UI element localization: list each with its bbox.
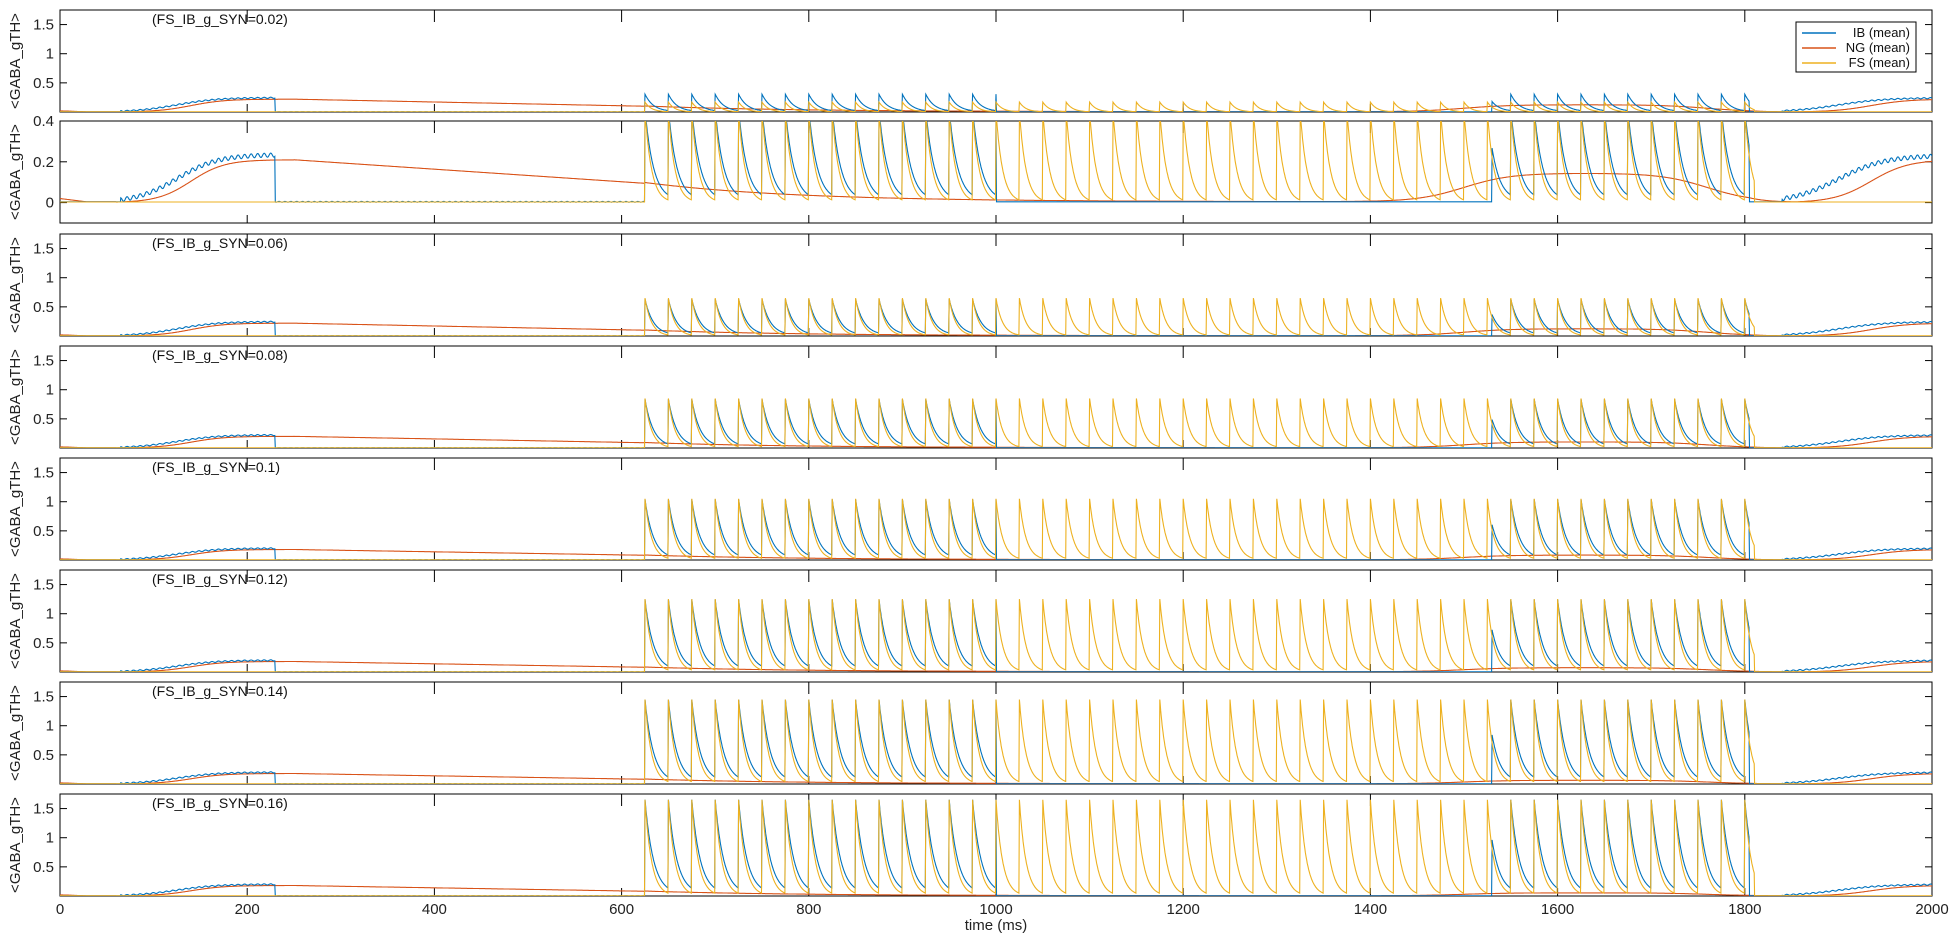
legend-label-ng: NG (mean)	[1846, 40, 1910, 55]
x-tick-label: 800	[796, 901, 821, 918]
y-tick-label: 1	[46, 270, 54, 287]
y-axis-label: <GABA_gTH>	[7, 797, 24, 893]
plot-area	[60, 398, 1932, 448]
y-tick-label: 1.5	[33, 689, 54, 706]
series-fs-line	[60, 297, 1932, 336]
panel-title: (FS_IB_g_SYN=0.1)	[152, 459, 280, 475]
panel-title: (FS_IB_g_SYN=0.08)	[152, 347, 288, 363]
y-tick-label: 1.5	[33, 801, 54, 818]
plot-area	[60, 599, 1932, 672]
panel-3: 0.5 1 1.5 <GABA_gTH> (FS_IB_g_SYN=0.06)	[7, 233, 1933, 337]
panel-5: 0.5 1 1.5 <GABA_gTH> (FS_IB_g_SYN=0.1)	[7, 457, 1933, 561]
y-tick-label: 0.5	[33, 75, 54, 92]
panel-title: (FS_IB_g_SYN=0.16)	[152, 795, 288, 811]
y-tick-label: 0.5	[33, 299, 54, 316]
y-axis-label: <GABA_gTH>	[7, 349, 24, 445]
panel-7: 0.5 1 1.5 <GABA_gTH> (FS_IB_g_SYN=0.14)	[7, 681, 1933, 785]
series-fs-line	[60, 799, 1932, 896]
x-axis: 0 200 400 600 800 1000 1200 1400 1600 1800 2000	[56, 901, 1949, 918]
y-tick-label: 0.5	[33, 523, 54, 540]
x-tick-label: 1400	[1354, 901, 1387, 918]
y-tick-label: 0.5	[33, 411, 54, 428]
x-tick-label: 200	[235, 901, 260, 918]
y-tick-label: 0.5	[33, 859, 54, 876]
series-fs-line	[60, 100, 1932, 112]
y-tick-label: 0.4	[33, 113, 54, 130]
y-tick-label: 1	[46, 830, 54, 847]
plot-area	[60, 498, 1932, 560]
plot-area	[60, 92, 1932, 112]
y-tick-label: 1.5	[33, 577, 54, 594]
y-axis-label: <GABA_gTH>	[7, 237, 24, 333]
panel-4: 0.5 1 1.5 <GABA_gTH> (FS_IB_g_SYN=0.08)	[7, 345, 1933, 449]
panel-title: (FS_IB_g_SYN=0.12)	[152, 571, 288, 587]
y-tick-label: 0.5	[33, 747, 54, 764]
y-tick-label: 1	[46, 606, 54, 623]
x-tick-label: 1200	[1167, 901, 1200, 918]
y-tick-label: 1	[46, 718, 54, 735]
y-tick-label: 1.5	[33, 353, 54, 370]
x-tick-label: 2000	[1915, 901, 1948, 918]
y-axis-label: <GABA_gTH>	[7, 124, 24, 220]
panel-8: 0.5 1 1.5 <GABA_gTH> (FS_IB_g_SYN=0.16)	[7, 793, 1933, 897]
legend-label-ib: IB (mean)	[1853, 25, 1910, 40]
legend-label-fs: FS (mean)	[1849, 55, 1910, 70]
y-tick-label: 1	[46, 494, 54, 511]
panels: 0.511.5<GABA_gTH> (FS_IB_g_SYN=0.02)00.20…	[7, 9, 1933, 897]
legend: IB (mean)NG (mean)FS (mean)	[1795, 21, 1917, 73]
x-axis-label: time (ms)	[965, 917, 1028, 934]
y-tick-label: 1.5	[33, 465, 54, 482]
y-axis-label: <GABA_gTH>	[7, 461, 24, 557]
y-tick-label: 0.5	[33, 635, 54, 652]
panel-6: 0.5 1 1.5 <GABA_gTH> (FS_IB_g_SYN=0.12)	[7, 569, 1933, 673]
y-tick-label: 1	[46, 382, 54, 399]
x-tick-label: 400	[422, 901, 447, 918]
y-tick-label: 1	[46, 46, 54, 63]
plot-area	[60, 121, 1932, 203]
x-tick-label: 0	[56, 901, 64, 918]
y-tick-label: 0	[46, 195, 54, 212]
x-tick-label: 600	[609, 901, 634, 918]
series-fs-line	[60, 699, 1932, 784]
panel-title: (FS_IB_g_SYN=0.14)	[152, 683, 288, 699]
plot-area	[60, 799, 1932, 896]
panel-1: 0.5 1 1.5 <GABA_gTH> (FS_IB_g_SYN=0.02)	[7, 9, 1933, 113]
panel-2: 0 0.2 0.4 <GABA_gTH>	[7, 113, 1933, 224]
series-fs-line	[60, 121, 1932, 203]
panel-title: (FS_IB_g_SYN=0.06)	[152, 235, 288, 251]
x-tick-label: 1800	[1728, 901, 1761, 918]
y-axis-label: <GABA_gTH>	[7, 13, 24, 109]
series-fs-line	[60, 599, 1932, 672]
series-fs-line	[60, 398, 1932, 448]
y-tick-label: 1.5	[33, 241, 54, 258]
y-tick-label: 0.2	[33, 154, 54, 171]
x-tick-label: 1600	[1541, 901, 1574, 918]
plot-area	[60, 699, 1932, 784]
y-axis-label: <GABA_gTH>	[7, 573, 24, 669]
plot-area	[60, 297, 1932, 336]
series-fs-line	[60, 498, 1932, 560]
x-tick-label: 1000	[979, 901, 1012, 918]
y-tick-label: 1.5	[33, 17, 54, 34]
panel-title: (FS_IB_g_SYN=0.02)	[152, 11, 288, 27]
y-axis-label: <GABA_gTH>	[7, 685, 24, 781]
